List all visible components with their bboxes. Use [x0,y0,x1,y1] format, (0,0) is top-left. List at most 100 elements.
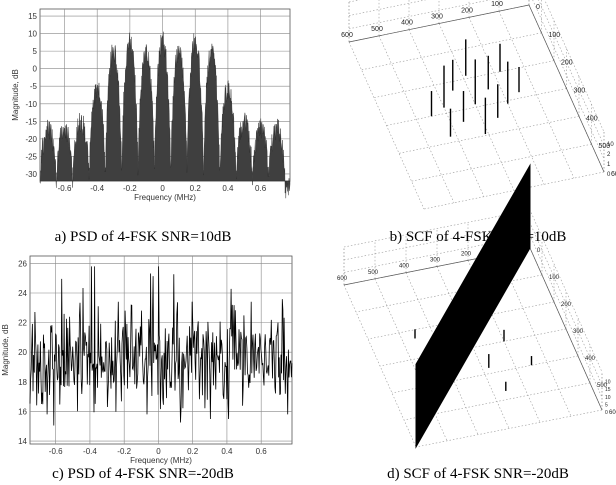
floor-gridline [398,116,580,154]
floor-gridline [411,143,592,182]
floor-gridline [468,17,545,185]
x-tick-label: 0.4 [222,184,234,193]
floor-gridline [408,29,485,197]
x-tick-label: -0.6 [49,447,63,456]
z-tick-label: 2 [607,152,611,158]
y-tick-label: 16 [18,407,27,416]
scf-chart-high-snr: 6005004003002001000010020030040050060001… [341,0,616,210]
z-tick-label: 1 [607,162,611,168]
x-tick-label: -0.4 [90,184,104,193]
y-tick-label: 14 [18,437,27,446]
scf-chart-low-snr: 6005004003002001000010020030040050060005… [337,163,616,449]
caption-b: b) SCF of 4-FSK SNR=10dB [390,229,567,245]
y-tick-label: 24 [18,289,27,298]
z-tick-label: 0 [607,172,611,178]
floor-gridline [415,409,603,448]
x-axis-label: Frequency (MHz) [130,456,192,465]
y-tick-label: 500 [597,383,608,389]
y-tick-label: 500 [599,143,611,150]
y-axis-label: Magnitude, dB [1,324,10,376]
z-tick-label: 10 [605,380,611,386]
x-tick-label: 100 [491,1,503,8]
y-tick-label: 600 [611,171,616,178]
floor-gridline [361,32,542,71]
y-tick-label: 300 [573,329,584,335]
caption-a: a) PSD of 4-FSK SNR=10dB [55,229,232,245]
psd-chart-low-snr: -0.6 -0.4 -0.2 0 0.2 0.4 0.6 14 16 18 20 22 24 26 Freq… [1,255,293,465]
floor-gridline [373,60,555,98]
y-tick-label: 400 [586,115,598,122]
z-tick-label: 15 [605,387,611,393]
x-tick-label: 600 [341,32,353,39]
y-axis [528,4,605,173]
z-tick-label: 10 [605,395,611,401]
x-tick-label: 300 [431,14,443,21]
y-tick-label: -25 [25,152,37,161]
x-tick-label: 0.6 [255,184,267,193]
y-tick-label: 100 [549,275,560,281]
psd-trace [39,31,291,199]
y-tick-label: 0 [537,248,541,254]
y-tick-label: 26 [18,259,27,268]
y-tick-label: -15 [25,117,37,126]
ridge-surface [415,163,531,449]
x-tick-label: 600 [337,276,348,282]
floor-gridline [378,35,455,203]
caption-d: d) SCF of 4-FSK SNR=-20dB [387,466,569,482]
floor-gridline [423,171,605,210]
wall-gridline [348,0,605,146]
y-tick-label: -30 [25,170,37,179]
x-tick-label: 0 [160,184,165,193]
y-tick-label: -20 [25,135,37,144]
y-tick-label: -5 [30,82,38,91]
x-tick-label: 0.6 [256,447,268,456]
x-tick-label: -0.4 [83,447,97,456]
y-tick-label: 20 [18,348,27,357]
y-tick-label: 15 [28,12,37,21]
x-tick-label: 0 [525,0,529,2]
floor-gridline [498,11,575,179]
z-tick-label: 5 [605,402,608,408]
wall-gridline [348,0,605,133]
y-tick-label: 400 [585,356,596,362]
x-tick-label: 0.2 [190,184,202,193]
caption-c: c) PSD of 4-FSK SNR=-20dB [52,466,234,482]
x-tick-label: -0.2 [117,447,131,456]
x-tick-label: 200 [461,251,472,257]
x-tick-label: -0.2 [123,184,137,193]
x-tick-label: 500 [368,270,379,276]
x-tick-label: 300 [430,258,441,264]
y-tick-label: 0 [33,65,38,74]
y-tick-label: 200 [561,60,573,67]
x-tick-label: -0.6 [58,184,72,193]
y-tick-label: 200 [561,302,572,308]
y-tick-label: 100 [549,32,561,39]
x-axis [348,4,530,43]
y-axis [529,247,603,411]
x-tick-label: 400 [401,20,413,27]
plot-area [29,255,293,445]
z-tick-label: 10 [607,142,614,148]
x-tick-label: 0 [156,447,161,456]
z-tick-label: 0 [605,410,608,416]
x-tick-label: 500 [371,26,383,33]
x-tick-label: 200 [461,7,473,14]
y-tick-label: 600 [609,410,616,416]
y-tick-label: 10 [28,30,37,39]
y-tick-label: 0 [536,4,540,11]
psd-chart-high-snr: -0.6 -0.4 -0.2 0 0.2 0.4 0.6 -30 -25 -20 -15 -10 -5 0… [11,8,291,202]
y-tick-label: 18 [18,378,27,387]
x-tick-label: 400 [399,264,410,270]
psd-trace [29,266,293,426]
floor-gridline [348,41,425,210]
floor-gridline [386,88,567,126]
x-tick-label: 0.4 [221,447,233,456]
y-tick-label: 300 [574,88,586,95]
y-tick-label: 5 [33,47,38,56]
wall-gridline [348,0,605,159]
y-axis-label: Magnitude, dB [11,69,20,121]
floor-gridline [343,284,417,448]
y-tick-label: -10 [25,100,37,109]
x-axis-label: Frequency (MHz) [134,193,196,202]
